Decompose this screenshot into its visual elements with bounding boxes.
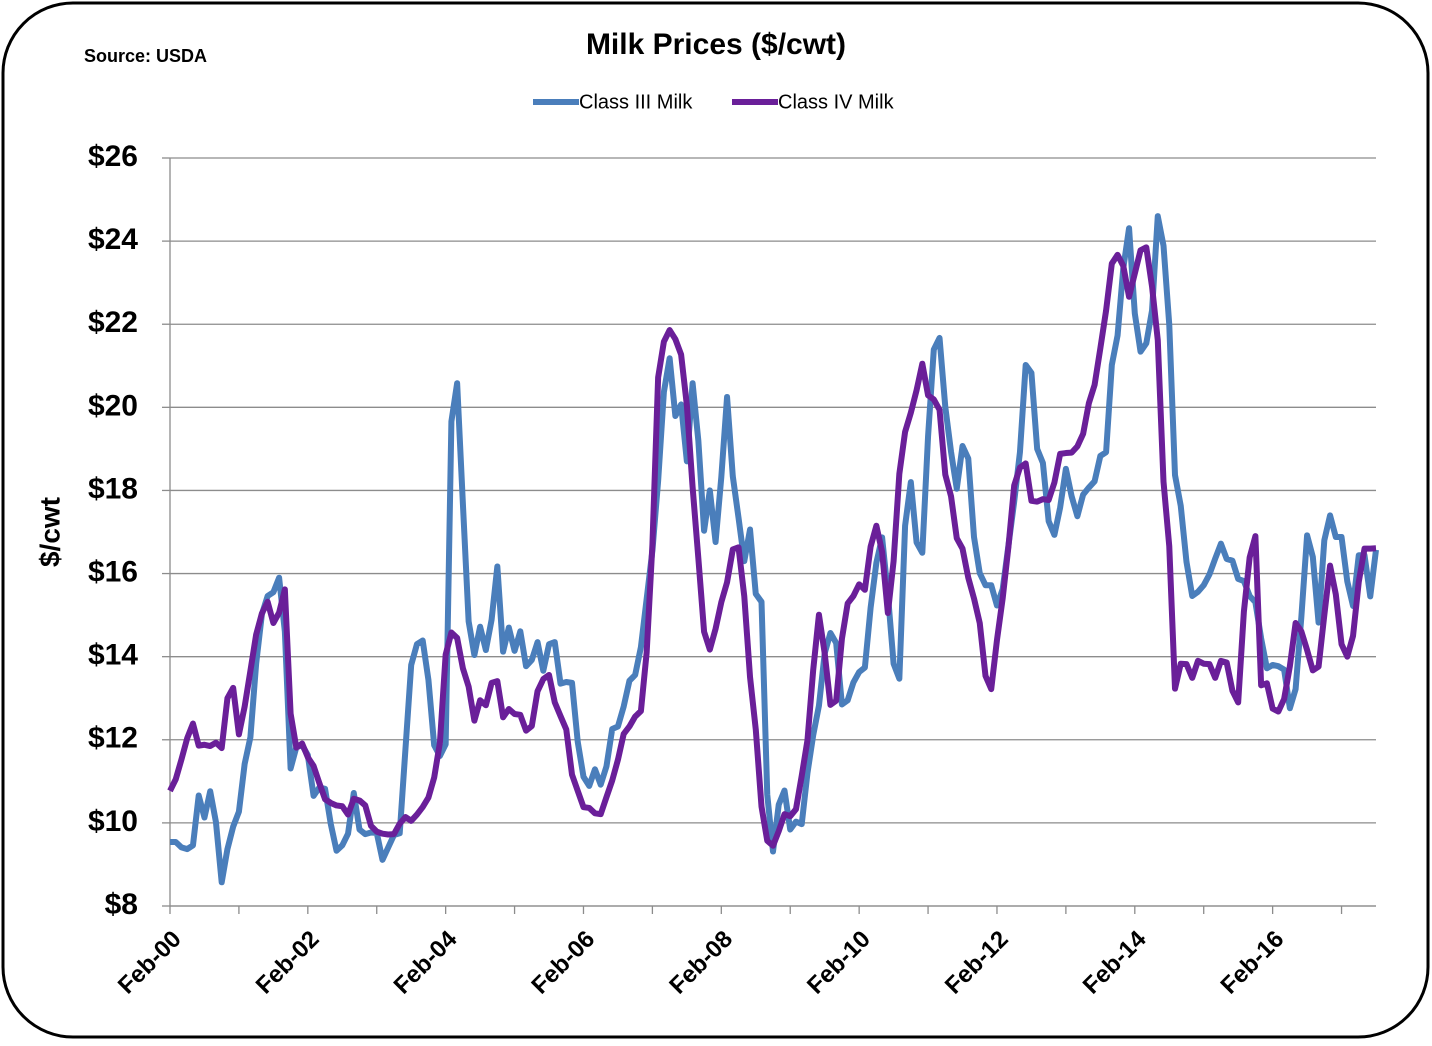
y-tick-label: $26 bbox=[88, 140, 138, 173]
source-note: Source: USDA bbox=[84, 46, 207, 66]
legend-label: Class IV Milk bbox=[778, 91, 895, 113]
series-line bbox=[167, 244, 1377, 849]
y-tick-label: $24 bbox=[88, 223, 138, 256]
y-tick-label: $18 bbox=[88, 472, 138, 505]
legend-label: Class III Milk bbox=[579, 91, 693, 113]
y-tick-label: $8 bbox=[105, 888, 138, 921]
y-tick-label: $16 bbox=[88, 555, 138, 588]
series-line bbox=[170, 213, 1379, 886]
y-axis-label: $/cwt bbox=[34, 497, 65, 567]
chart-title: Milk Prices ($/cwt) bbox=[586, 28, 846, 61]
y-tick-label: $20 bbox=[88, 389, 138, 422]
y-tick-label: $22 bbox=[88, 306, 138, 339]
y-tick-label: $10 bbox=[88, 805, 138, 838]
y-tick-label: $14 bbox=[88, 639, 138, 672]
y-tick-label: $12 bbox=[88, 722, 138, 755]
